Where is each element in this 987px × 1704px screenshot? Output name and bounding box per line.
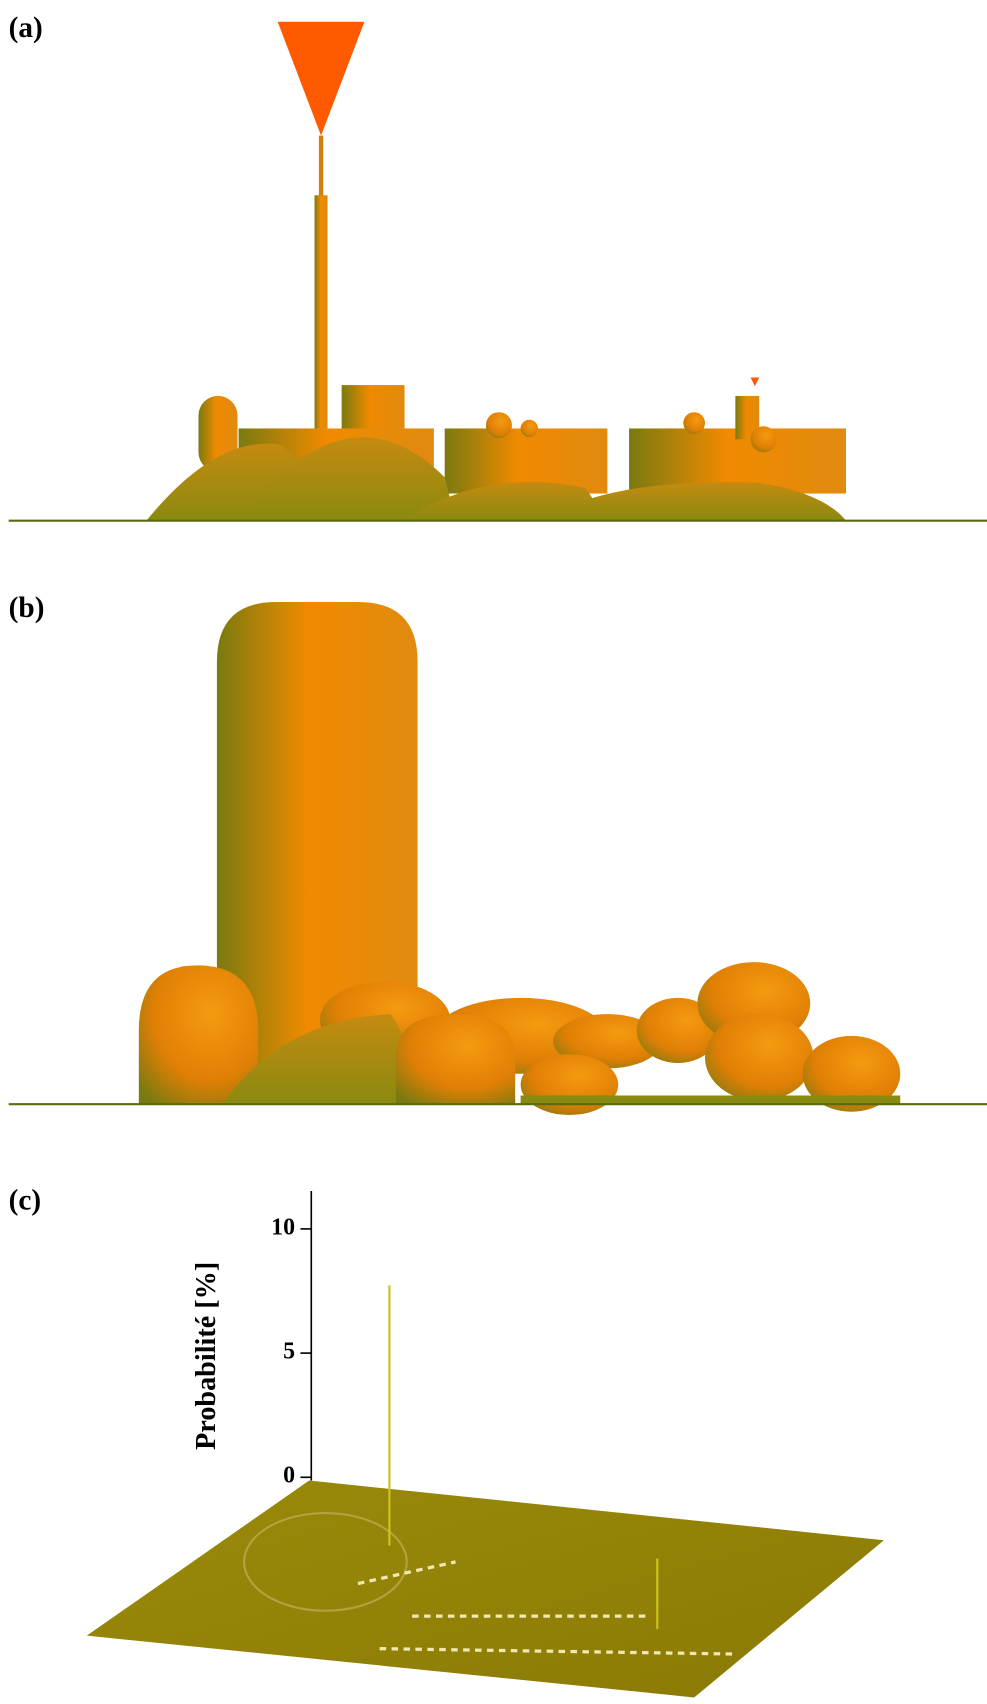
tick-label: 5 bbox=[283, 1339, 295, 1365]
render-c bbox=[86, 1285, 884, 1698]
tick-label: 0 bbox=[283, 1463, 295, 1489]
panel-label: (c) bbox=[9, 1184, 41, 1216]
tick-label: 10 bbox=[271, 1214, 295, 1240]
render-a bbox=[8, 21, 987, 522]
axis-ticks: 0 5 10 bbox=[271, 1214, 312, 1489]
render-b bbox=[8, 601, 987, 1116]
panel-label: (b) bbox=[9, 592, 45, 624]
axis-label: Probabilité [%] bbox=[191, 1262, 222, 1450]
panel-label: (a) bbox=[9, 12, 43, 44]
